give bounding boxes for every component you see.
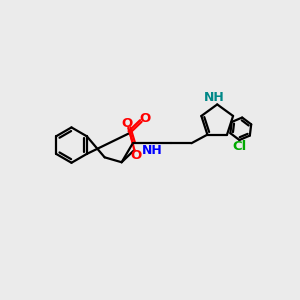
Text: Cl: Cl xyxy=(232,140,247,153)
Text: NH: NH xyxy=(142,144,163,157)
Text: NH: NH xyxy=(204,91,225,104)
Text: O: O xyxy=(121,117,133,130)
Text: O: O xyxy=(139,112,150,125)
Text: O: O xyxy=(130,149,141,162)
